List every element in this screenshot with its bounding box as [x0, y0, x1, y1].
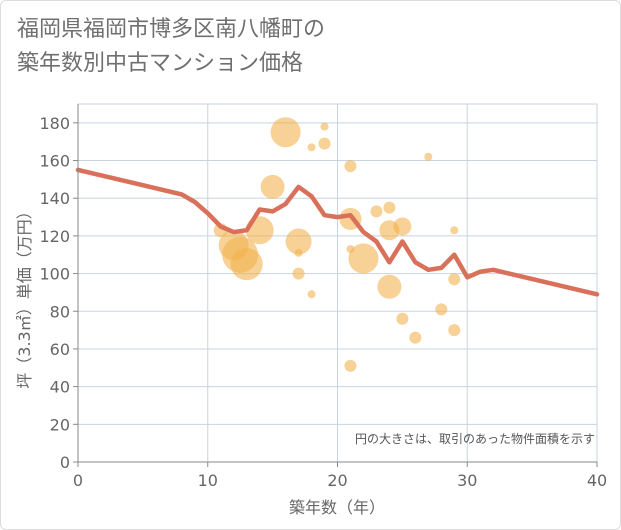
data-bubble [409, 331, 422, 344]
data-bubble [383, 201, 396, 214]
data-bubble [320, 122, 329, 131]
y-tick-labels: 0 20 40 60 80 100 120 140 160 180 [39, 114, 70, 472]
y-tick-label: 100 [39, 265, 70, 284]
y-axis-label: 坪（3.3㎡）単価（万円） [15, 203, 34, 388]
data-bubble [448, 324, 461, 337]
y-tick-label: 20 [50, 415, 70, 434]
axes [73, 104, 598, 467]
chart-title: 福岡県福岡市博多区南八幡町の 築年数別中古マンション価格 [17, 13, 325, 81]
data-bubble [377, 274, 402, 299]
bubble-size-note: 円の大きさは、取引のあった物件面積を示す [355, 431, 595, 446]
data-bubble [396, 312, 409, 325]
data-bubble [292, 267, 305, 280]
data-bubble [294, 248, 303, 257]
y-tick-label: 140 [39, 189, 70, 208]
data-bubble [370, 205, 383, 218]
y-tick-label: 0 [60, 453, 70, 472]
title-line-2: 築年数別中古マンション価格 [17, 51, 304, 76]
data-bubble [344, 160, 357, 173]
data-bubble [318, 137, 331, 150]
y-tick-label: 80 [50, 302, 70, 321]
data-bubble [448, 273, 461, 286]
data-bubble [270, 117, 301, 148]
y-tick-label: 160 [39, 152, 70, 171]
data-bubble [450, 226, 459, 235]
y-tick-label: 180 [39, 114, 70, 133]
bubble-series [213, 117, 461, 372]
x-tick-label: 0 [73, 471, 83, 490]
x-axis-label: 築年数（年） [289, 498, 385, 517]
data-bubble [393, 217, 412, 236]
y-tick-label: 120 [39, 227, 70, 246]
average-price-line [75, 167, 600, 297]
data-bubble [307, 290, 316, 299]
data-bubble [230, 248, 263, 281]
x-tick-label: 30 [457, 471, 477, 490]
data-bubble [348, 243, 379, 274]
data-bubble [285, 228, 312, 255]
data-bubble [307, 143, 316, 152]
y-tick-label: 60 [50, 340, 70, 359]
data-bubble [245, 216, 274, 245]
data-bubble [260, 174, 285, 199]
average-line-series [75, 167, 600, 297]
x-tick-labels: 0 10 20 30 40 [73, 471, 607, 490]
x-tick-label: 20 [327, 471, 347, 490]
x-tick-label: 40 [587, 471, 607, 490]
x-tick-label: 10 [198, 471, 218, 490]
data-bubble [435, 303, 448, 316]
data-bubble [344, 359, 357, 372]
data-bubble [424, 152, 433, 161]
title-line-1: 福岡県福岡市博多区南八幡町の [17, 17, 326, 42]
grid [77, 103, 598, 463]
y-tick-label: 40 [50, 378, 70, 397]
